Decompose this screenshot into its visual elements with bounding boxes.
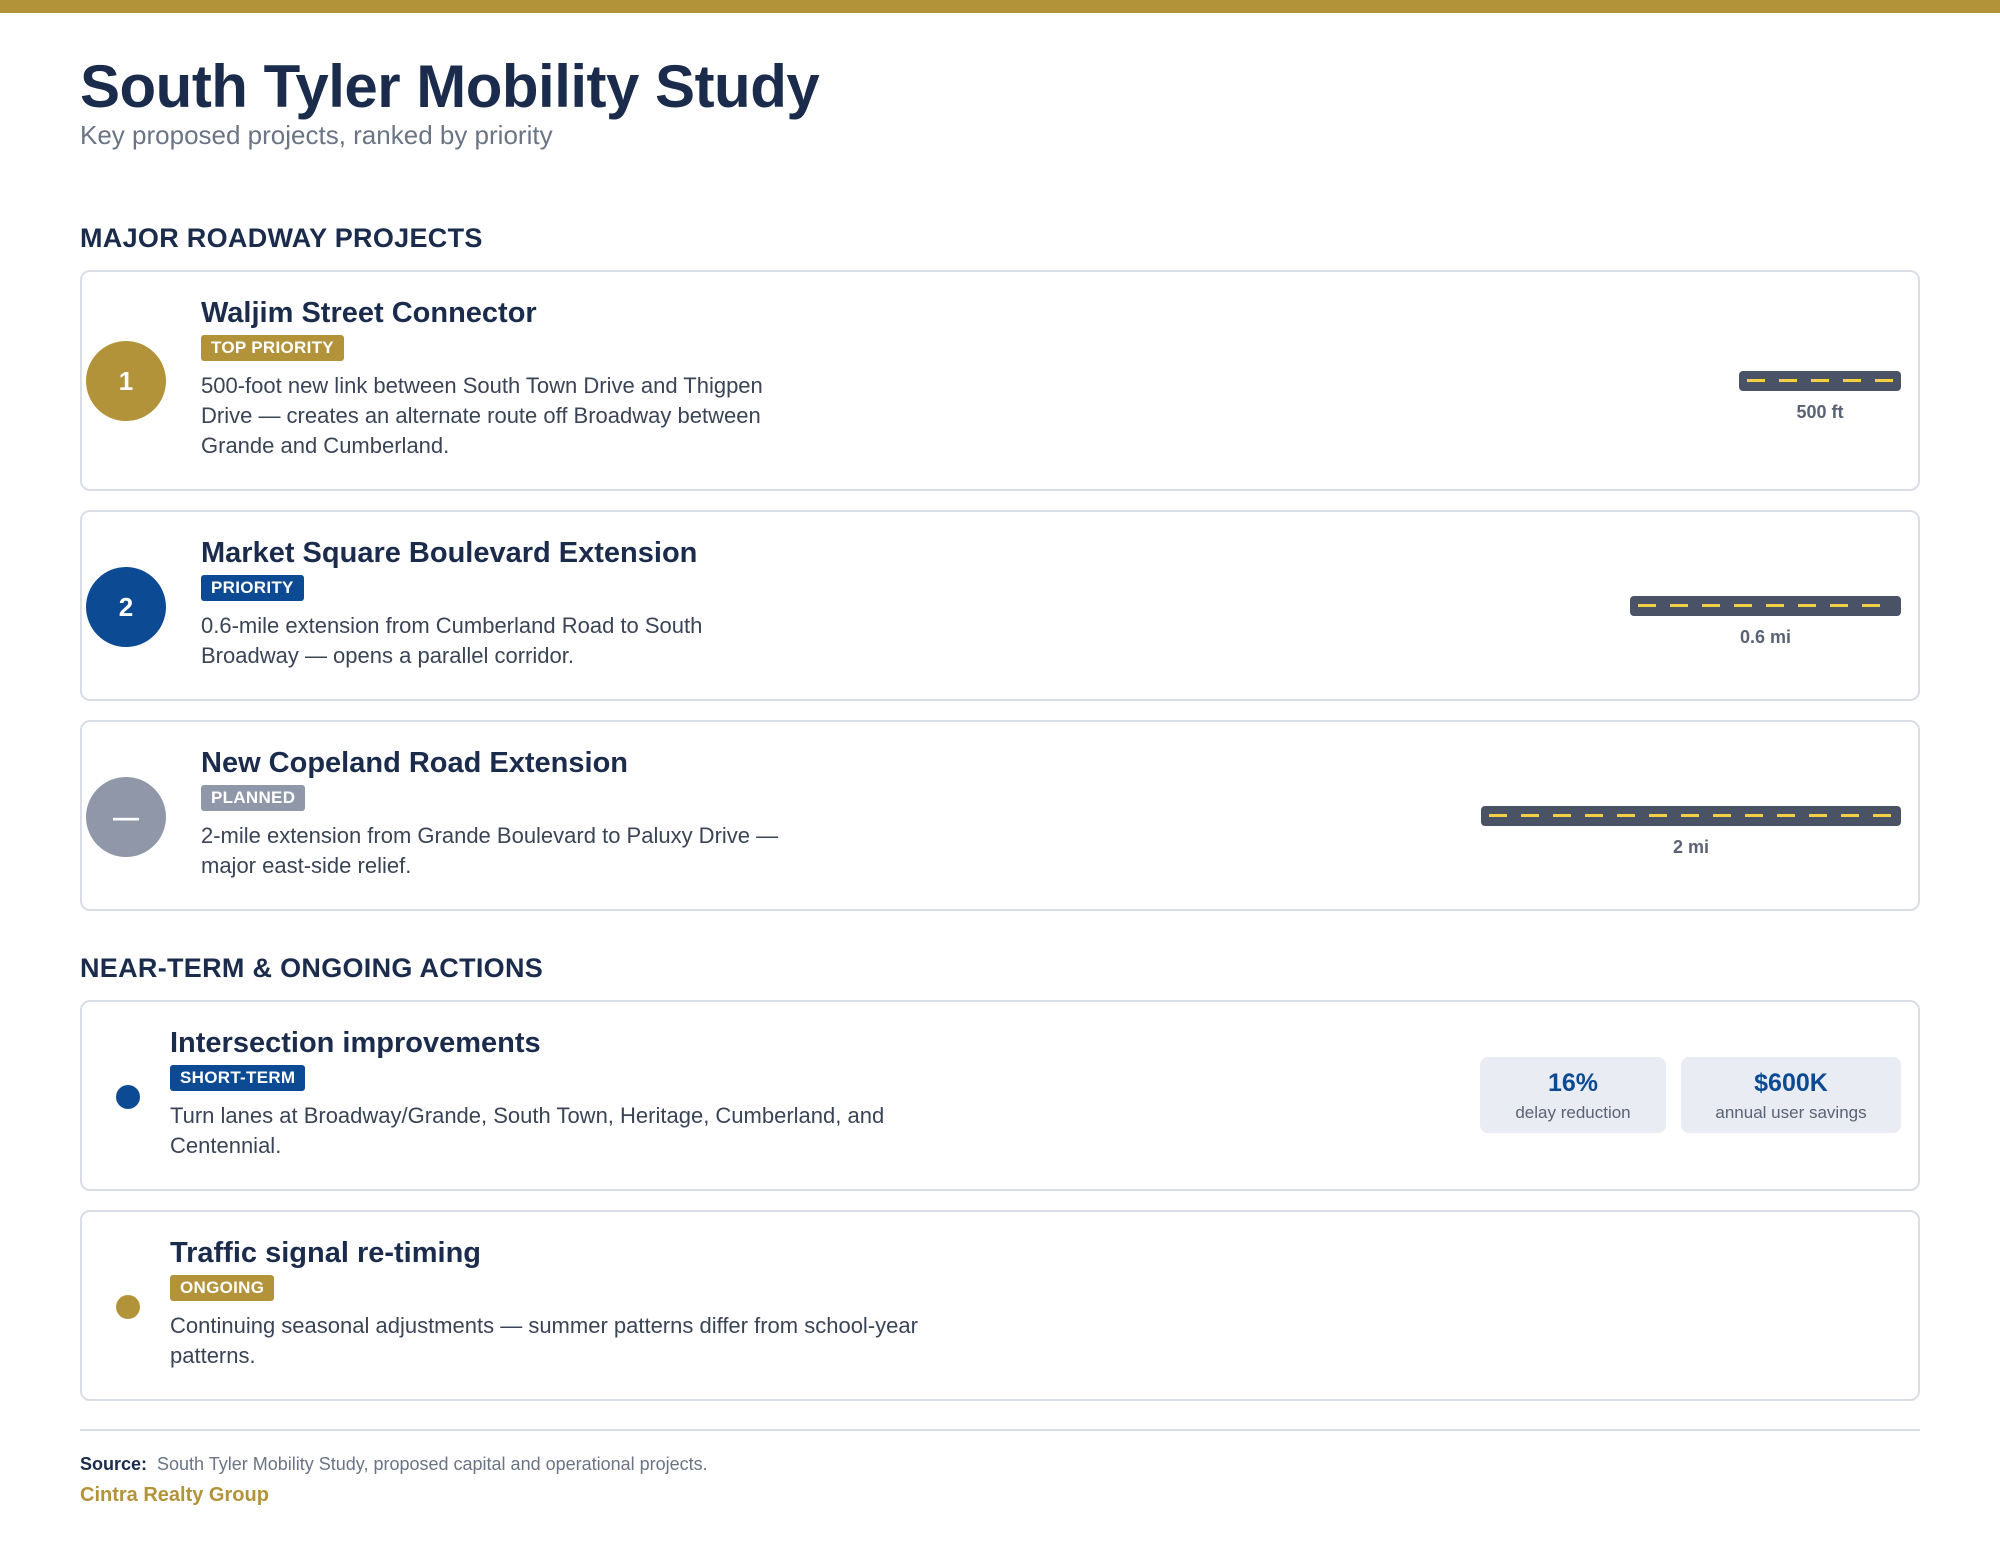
- project-title: Waljim Street Connector: [201, 297, 537, 329]
- priority-tag: PRIORITY: [201, 575, 304, 601]
- stat-label: delay reduction: [1515, 1103, 1631, 1122]
- project-card-waljim: 1 Waljim Street Connector TOP PRIORITY 5…: [80, 270, 1920, 491]
- priority-tag: PLANNED: [201, 785, 306, 811]
- priority-tag: TOP PRIORITY: [201, 335, 344, 361]
- action-title: Intersection improvements: [170, 1027, 541, 1059]
- section-heading-actions: NEAR-TERM & ONGOING ACTIONS: [80, 953, 544, 983]
- road-length-graphic: [1481, 806, 1901, 826]
- action-title: Traffic signal re-timing: [170, 1237, 481, 1269]
- project-card-new-copeland: — New Copeland Road Extension PLANNED 2-…: [80, 720, 1920, 911]
- status-dot: [116, 1085, 140, 1109]
- stat-value: $600K: [1754, 1069, 1828, 1097]
- stat-delay-reduction: 16% delay reduction: [1480, 1057, 1666, 1133]
- road-length-label: 0.6 mi: [1739, 627, 1792, 647]
- section-heading-roadway: MAJOR ROADWAY PROJECTS: [80, 223, 483, 253]
- project-description: 500-foot new link between South Town Dri…: [201, 373, 763, 458]
- road-length-label: 500 ft: [1796, 402, 1844, 422]
- project-card-market-square: 2 Market Square Boulevard Extension PRIO…: [80, 510, 1920, 701]
- action-card-intersection: Intersection improvements SHORT-TERM Tur…: [80, 1000, 1920, 1191]
- priority-badge: 1: [86, 341, 166, 421]
- status-tag: SHORT-TERM: [170, 1065, 306, 1091]
- source-note: Source: South Tyler Mobility Study, propo…: [80, 1454, 708, 1475]
- top-accent-bar: [0, 0, 2000, 13]
- stat-user-savings: $600K annual user savings: [1681, 1057, 1901, 1133]
- priority-badge: —: [86, 777, 166, 857]
- road-length-graphic: [1630, 596, 1901, 616]
- road-length-label: 2 mi: [1672, 837, 1710, 857]
- project-title: Market Square Boulevard Extension: [201, 537, 698, 569]
- stat-value: 16%: [1547, 1069, 1599, 1097]
- project-description: 2-mile extension from Grande Boulevard t…: [201, 823, 779, 878]
- action-description: Continuing seasonal adjustments — summer…: [170, 1313, 918, 1368]
- source-label: Source:: [80, 1454, 148, 1474]
- page-title: South Tyler Mobility Study: [80, 53, 820, 120]
- project-title: New Copeland Road Extension: [201, 747, 628, 779]
- road-length-graphic: [1739, 371, 1901, 391]
- brand-name: Cintra Realty Group: [80, 1484, 269, 1506]
- status-tag: ONGOING: [170, 1275, 275, 1301]
- action-description: Turn lanes at Broadway/Grande, South Tow…: [170, 1103, 885, 1158]
- stat-label: annual user savings: [1715, 1103, 1867, 1122]
- status-dot: [116, 1295, 140, 1319]
- source-text: South Tyler Mobility Study, proposed cap…: [157, 1454, 708, 1474]
- project-description: 0.6-mile extension from Cumberland Road …: [201, 613, 703, 668]
- priority-badge: 2: [86, 567, 166, 647]
- action-card-signal-retiming: Traffic signal re-timing ONGOING Continu…: [80, 1210, 1920, 1401]
- footer-divider: [80, 1429, 1920, 1431]
- page-subtitle: Key proposed projects, ranked by priorit…: [80, 120, 553, 150]
